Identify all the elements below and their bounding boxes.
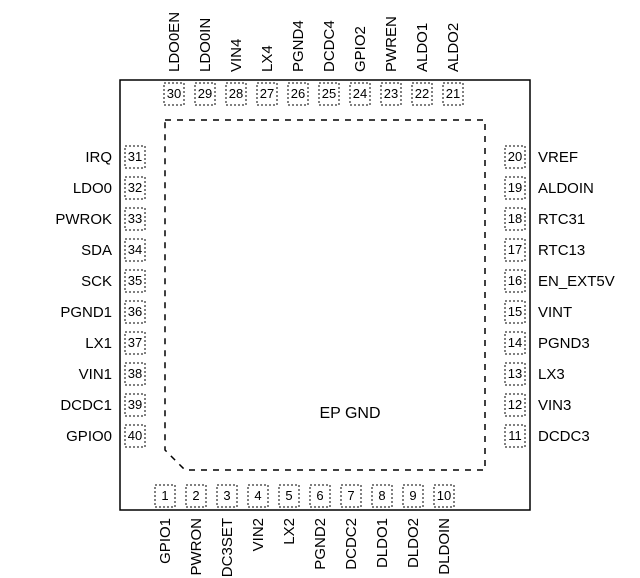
pin-4-label: VIN2	[250, 518, 267, 551]
chip-outer-box	[120, 80, 530, 510]
pin-16-number: 16	[508, 273, 522, 288]
pin-8-number: 8	[378, 488, 385, 503]
pin-11-number: 11	[508, 428, 522, 443]
pin-3-label: DC3SET	[219, 518, 236, 577]
pin-5-number: 5	[285, 488, 292, 503]
pin-7-label: DCDC2	[343, 518, 360, 570]
pin-19-label: ALDOIN	[538, 180, 594, 197]
pin-23-label: PWREN	[383, 16, 400, 72]
pin-25-number: 25	[322, 86, 336, 101]
pin-12-number: 12	[508, 397, 522, 412]
pin-19-number: 19	[508, 180, 522, 195]
pin-6-label: PGND2	[312, 518, 329, 570]
pin-1-label: GPIO1	[157, 518, 174, 564]
pin-20-number: 20	[508, 149, 522, 164]
pin-8-label: DLDO1	[374, 518, 391, 568]
pin-10-number: 10	[437, 488, 451, 503]
pin-40-label: GPIO0	[66, 428, 112, 445]
pin-7-number: 7	[347, 488, 354, 503]
pin-33-label: PWROK	[55, 211, 112, 228]
pin-23-number: 23	[384, 86, 398, 101]
pin-39-number: 39	[128, 397, 142, 412]
pin-14-label: PGND3	[538, 335, 590, 352]
pin-9-number: 9	[409, 488, 416, 503]
pin-33-number: 33	[128, 211, 142, 226]
pin-26-number: 26	[291, 86, 305, 101]
pin-27-label: LX4	[259, 45, 276, 72]
pin-21-number: 21	[446, 86, 460, 101]
pin-15-number: 15	[508, 304, 522, 319]
pin-40-number: 40	[128, 428, 142, 443]
pin-17-label: RTC13	[538, 242, 585, 259]
pin-14-number: 14	[508, 335, 522, 350]
pin-18-number: 18	[508, 211, 522, 226]
pin-35-label: SCK	[81, 273, 112, 290]
pin-22-number: 22	[415, 86, 429, 101]
pin-37-label: LX1	[85, 335, 112, 352]
pin-17-number: 17	[508, 242, 522, 257]
pin-38-label: VIN1	[79, 366, 112, 383]
pin-4-number: 4	[254, 488, 261, 503]
pin-28-number: 28	[229, 86, 243, 101]
pin-39-label: DCDC1	[60, 397, 112, 414]
pin-29-label: LDO0IN	[197, 18, 214, 72]
center-label: EP GND	[319, 405, 380, 422]
pin-5-label: LX2	[281, 518, 298, 545]
pin-13-number: 13	[508, 366, 522, 381]
pin-32-number: 32	[128, 180, 142, 195]
pin-21-label: ALDO2	[445, 23, 462, 72]
pin-2-label: PWRON	[188, 518, 205, 576]
pin-22-label: ALDO1	[414, 23, 431, 72]
pin-27-number: 27	[260, 86, 274, 101]
pin-6-number: 6	[316, 488, 323, 503]
pin-18-label: RTC31	[538, 211, 585, 228]
pin-34-label: SDA	[81, 242, 112, 259]
pin-36-label: PGND1	[60, 304, 112, 321]
pin-10-label: DLDOIN	[436, 518, 453, 575]
pin-3-number: 3	[223, 488, 230, 503]
pin-37-number: 37	[128, 335, 142, 350]
pin-31-number: 31	[128, 149, 142, 164]
pin-9-label: DLDO2	[405, 518, 422, 568]
pin-28-label: VIN4	[228, 39, 245, 72]
pin-26-label: PGND4	[290, 20, 307, 72]
pin-25-label: DCDC4	[321, 20, 338, 72]
pin-32-label: LDO0	[73, 180, 112, 197]
pin-15-label: VINT	[538, 304, 572, 321]
pin-2-number: 2	[192, 488, 199, 503]
pin-30-number: 30	[167, 86, 181, 101]
pin-1-number: 1	[161, 488, 168, 503]
pin-29-number: 29	[198, 86, 212, 101]
pin-38-number: 38	[128, 366, 142, 381]
chip-pinout-diagram: EP GND31IRQ32LDO033PWROK34SDA35SCK36PGND…	[0, 0, 640, 578]
pin-31-label: IRQ	[85, 149, 112, 166]
pin-24-label: GPIO2	[352, 26, 369, 72]
pin-12-label: VIN3	[538, 397, 571, 414]
pin-30-label: LDO0EN	[166, 12, 183, 72]
pin-35-number: 35	[128, 273, 142, 288]
pin-24-number: 24	[353, 86, 367, 101]
pin-20-label: VREF	[538, 149, 578, 166]
pin-11-label: DCDC3	[538, 428, 590, 445]
pin-13-label: LX3	[538, 366, 565, 383]
pin-36-number: 36	[128, 304, 142, 319]
pin-16-label: EN_EXT5V	[538, 273, 615, 290]
pin-34-number: 34	[128, 242, 142, 257]
